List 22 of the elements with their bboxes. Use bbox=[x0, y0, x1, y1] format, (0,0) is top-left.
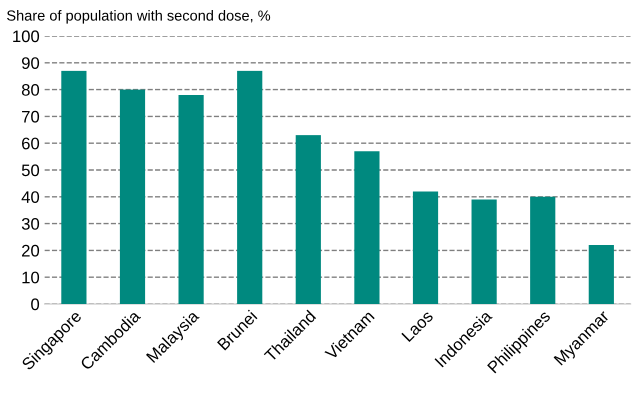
y-tick-label: 20 bbox=[22, 244, 40, 257]
y-tick-label: 40 bbox=[22, 191, 40, 204]
bar bbox=[296, 135, 321, 304]
bar bbox=[120, 90, 146, 304]
y-tick-label: 50 bbox=[22, 164, 40, 176]
bar bbox=[61, 70, 86, 304]
y-tick-label: 60 bbox=[22, 138, 40, 150]
y-tick-label: 10 bbox=[22, 272, 40, 284]
bar bbox=[412, 191, 438, 304]
y-tick-label: 90 bbox=[22, 57, 40, 70]
y-tick-label: 80 bbox=[22, 84, 40, 96]
chart-title: Share of population with second dose, % bbox=[7, 10, 270, 24]
y-tick-label: 30 bbox=[22, 218, 40, 230]
y-tick-label: 70 bbox=[22, 110, 40, 123]
bar bbox=[178, 94, 204, 304]
y-tick-label: 100 bbox=[13, 30, 40, 42]
bar bbox=[588, 245, 614, 304]
bar bbox=[530, 196, 556, 304]
bar bbox=[472, 199, 497, 304]
bar bbox=[237, 70, 262, 304]
y-tick-label: 0 bbox=[31, 298, 40, 310]
bar bbox=[354, 151, 380, 304]
